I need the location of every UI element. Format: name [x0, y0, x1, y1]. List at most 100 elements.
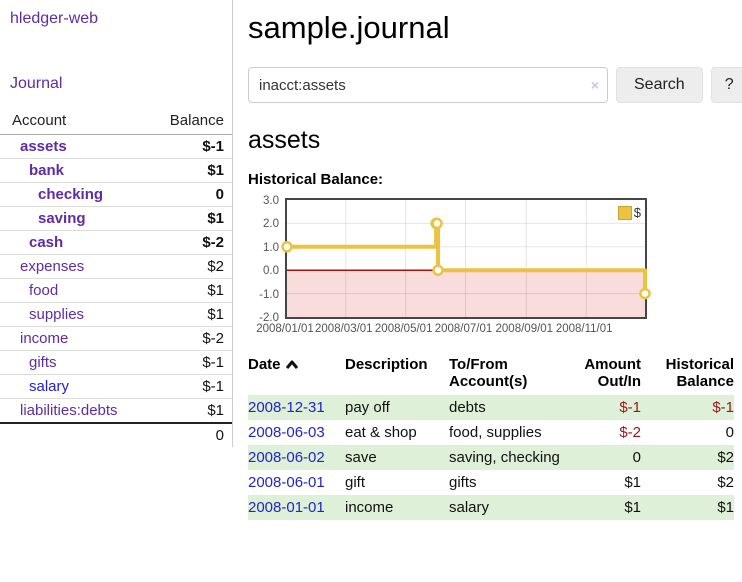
account-balance: $1 [154, 398, 232, 424]
sidebar-account-link[interactable]: expenses [20, 258, 85, 275]
register-date-cell: 2008-06-01 [248, 470, 345, 495]
brand-link[interactable]: hledger-web [10, 10, 99, 27]
register-balance: $2 [717, 449, 734, 466]
sidebar-account-link[interactable]: salary [29, 378, 70, 395]
sidebar-account-row: assets $-1 [0, 134, 232, 159]
register-date-cell: 2008-01-01 [248, 495, 345, 520]
search-bar: × Search ? [248, 67, 742, 103]
sidebar-account-link[interactable]: gifts [29, 354, 57, 371]
sidebar-account-row: cash $-2 [0, 230, 232, 255]
y-axis-label: 2.0 [263, 218, 279, 231]
register-header-row: Date Description To/From Account(s) Amou… [248, 354, 734, 395]
y-axis-label: -1.0 [259, 288, 279, 301]
register-date-cell: 2008-12-31 [248, 395, 345, 420]
register-amount: $1 [624, 474, 641, 491]
main-content: sample.journal × Search ? assets Histori… [248, 0, 742, 520]
x-axis-label: 2008/11/01 [555, 323, 613, 335]
search-input[interactable] [248, 67, 608, 103]
sidebar-account-row: gifts $-1 [0, 350, 232, 375]
accounts-column-header: To/From Account(s) [449, 356, 528, 390]
register-description: pay off [345, 399, 390, 416]
register-description: save [345, 449, 377, 466]
clear-search-icon[interactable]: × [590, 77, 599, 93]
sidebar-account-row: supplies $1 [0, 302, 232, 327]
chart-canvas [281, 200, 651, 317]
register-balance: $1 [717, 499, 734, 516]
register-amount: 0 [632, 449, 641, 466]
sidebar-total-row: 0 [0, 422, 232, 447]
sidebar-account-row: liabilities:debts $1 [0, 398, 232, 424]
total-balance: 0 [154, 422, 232, 447]
account-cell: assets [0, 134, 155, 159]
sidebar: hledger-web Journal Account Balance asse… [0, 0, 233, 447]
register-description: income [345, 499, 394, 516]
sidebar-account-row: bank $1 [0, 158, 232, 183]
search-button[interactable]: Search [616, 67, 703, 103]
y-axis-label: 0.0 [263, 265, 279, 278]
amount-column-header: Amount Out/In [584, 356, 641, 390]
account-heading: assets [248, 126, 321, 154]
sort-ascending-icon [285, 360, 298, 369]
account-balance: $1 [154, 302, 232, 327]
x-axis-label: 2008/03/01 [315, 323, 373, 335]
sidebar-account-link[interactable]: supplies [29, 306, 85, 323]
account-cell: liabilities:debts [0, 398, 155, 424]
sidebar-account-link[interactable]: cash [29, 234, 64, 251]
page-title: sample.journal [248, 10, 450, 45]
sidebar-account-link[interactable]: bank [29, 162, 65, 179]
date-column-header[interactable]: Date [248, 354, 345, 395]
sidebar-account-link[interactable]: checking [38, 186, 104, 203]
register-row: 2008-01-01 income salary $1 $1 [248, 495, 734, 520]
register-date-cell: 2008-06-02 [248, 445, 345, 470]
sidebar-account-link[interactable]: income [20, 330, 69, 347]
register-description: gift [345, 474, 366, 491]
account-cell: salary [0, 374, 155, 399]
sidebar-account-link[interactable]: liabilities:debts [20, 402, 118, 419]
register-row: 2008-12-31 pay off debts $-1 $-1 [248, 395, 734, 420]
description-column-header: Description [345, 356, 428, 373]
register-description: eat & shop [345, 424, 417, 441]
transaction-date-link[interactable]: 2008-01-01 [248, 499, 325, 516]
account-balance: $-2 [154, 326, 232, 351]
x-axis-label: 2008/07/01 [434, 323, 493, 335]
sidebar-account-row: checking 0 [0, 182, 232, 207]
sidebar-account-link[interactable]: food [29, 282, 59, 299]
register-amount: $1 [624, 499, 641, 516]
sidebar-item-journal[interactable]: Journal [10, 75, 63, 92]
account-balance: $1 [154, 158, 232, 183]
register-row: 2008-06-02 save saving, checking 0 $2 [248, 445, 734, 470]
transaction-date-link[interactable]: 2008-12-31 [248, 399, 325, 416]
register-accounts: salary [449, 499, 490, 516]
transaction-date-link[interactable]: 2008-06-02 [248, 449, 325, 466]
sidebar-account-link[interactable]: assets [20, 138, 67, 155]
chart-legend: $ [617, 205, 641, 220]
x-axis: 2008/01/01 2008/03/01 2008/05/01 2008/07/01… [256, 319, 643, 337]
transaction-date-link[interactable]: 2008-06-03 [248, 424, 325, 441]
register-amount: $-2 [619, 424, 641, 441]
sidebar-accounts-header-row: Account Balance [0, 110, 232, 135]
search-help-button[interactable]: ? [710, 67, 742, 103]
account-balance: $-2 [154, 230, 232, 255]
y-axis-label: -2.0 [259, 312, 279, 324]
account-cell: bank [0, 158, 155, 183]
register-row: 2008-06-03 eat & shop food, supplies $-2 0 [248, 420, 734, 445]
balance-column-header: Balance [154, 110, 232, 135]
sidebar-account-row: food $1 [0, 278, 232, 303]
sidebar-account-link[interactable]: saving [38, 210, 86, 227]
y-axis-label: 3.0 [263, 195, 279, 207]
x-axis-label: 2008/09/01 [495, 323, 554, 335]
register-accounts: debts [449, 399, 486, 416]
account-balance: $-1 [154, 374, 232, 399]
register-balance: $-1 [712, 399, 734, 416]
register-row: 2008-06-01 gift gifts $1 $2 [248, 470, 734, 495]
transaction-date-link[interactable]: 2008-06-01 [248, 474, 325, 491]
legend-label: $ [633, 205, 641, 220]
legend-swatch-icon [617, 205, 632, 220]
register-accounts: saving, checking [449, 449, 560, 466]
x-axis-label: 2008/05/01 [374, 323, 433, 335]
y-axis-label: 1.0 [263, 241, 279, 254]
total-spacer [0, 422, 155, 447]
account-balance: $2 [154, 254, 232, 279]
register-accounts: food, supplies [449, 424, 542, 441]
sidebar-account-row: saving $1 [0, 206, 232, 231]
